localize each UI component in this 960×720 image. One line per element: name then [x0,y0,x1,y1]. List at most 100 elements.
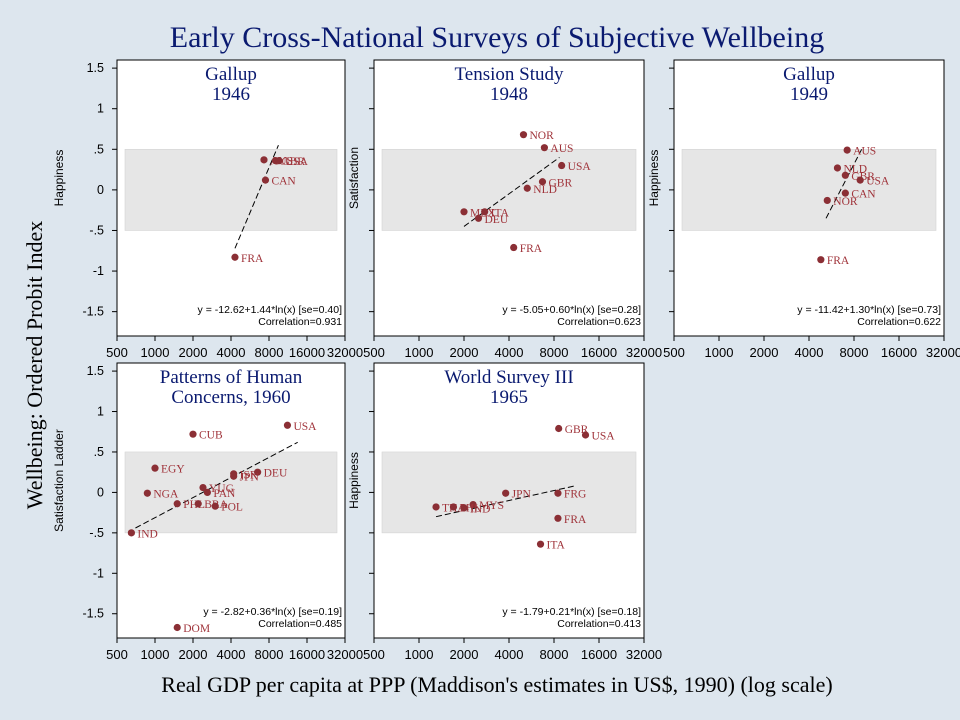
x-tick-label: 8000 [255,345,284,360]
data-point-jpn [502,489,510,497]
x-tick-label: 8000 [540,345,569,360]
x-tick-label: 1000 [705,345,734,360]
x-tick-label: 8000 [255,647,284,662]
regression-equation: y = -2.82+0.36*ln(x) [se=0.19] [203,606,342,618]
reference-band [381,148,637,231]
y-axis-title: Wellbeing: Ordered Probit Index [22,221,47,509]
reference-band [124,451,338,534]
point-label-fra: FRA [520,243,543,255]
data-point-nld [523,184,531,192]
x-tick-label: 32000 [327,345,363,360]
x-tick-label: 4000 [217,345,246,360]
point-label-deu: DEU [484,214,508,226]
fit-line [435,485,575,518]
data-point-mex [460,208,468,216]
point-label-deu: DEU [264,468,288,480]
panel-y-label: Satisfaction Ladder [52,429,66,532]
point-label-isr: ISR [240,469,258,481]
panel-subtitle: 1948 [490,84,528,105]
data-point-aus [260,156,268,164]
y-tick-label: 1.5 [87,364,104,378]
data-point-usa [856,176,864,184]
y-tick-label: -1.5 [82,305,104,319]
y-tick-label: 1.5 [87,61,104,75]
point-label-aus: AUS [853,146,876,158]
data-point-usa [275,157,283,165]
data-point-ind [460,504,468,512]
point-label-usa: USA [592,430,616,442]
point-label-nor: NOR [529,130,554,142]
data-point-nld [833,164,842,172]
x-tick-label: 32000 [327,647,363,662]
x-tick-label: 4000 [795,345,824,360]
point-label-mys: MYS [479,500,504,512]
point-label-aus: AUS [550,143,573,155]
data-point-ind [127,529,135,537]
x-axis-title: Real GDP per capita at PPP (Maddison's e… [161,672,832,697]
panel-y-label: Satisfaction [347,147,361,209]
panel-subtitle: 1965 [490,387,528,408]
regression-equation: y = -12.62+1.44*ln(x) [se=0.40] [198,304,343,316]
point-label-dom: DOM [183,623,210,635]
point-label-cub: CUB [199,430,223,442]
panel-subtitle: Concerns, 1960 [171,387,290,408]
data-point-yug [199,483,207,492]
data-point-mys [469,500,477,509]
data-point-can [261,176,270,184]
x-tick-label: 16000 [581,345,617,360]
y-tick-label: .5 [94,445,104,459]
x-tick-label: 2000 [450,647,479,662]
panel-title: World Survey III [444,367,573,388]
data-point-gbr [555,424,563,433]
data-point-fra [231,253,239,261]
point-label-fra: FRA [564,514,587,526]
data-point-aus [843,146,851,154]
x-tick-label: 16000 [581,647,617,662]
correlation-label: Correlation=0.413 [557,618,641,630]
x-tick-label: 2000 [750,345,779,360]
fit-line [463,157,560,227]
point-label-ind: IND [470,503,490,515]
point-label-egy: EGY [161,464,185,476]
data-point-nor [519,131,528,139]
x-tick-label: 1000 [405,647,434,662]
data-point-deu [474,214,483,222]
data-point-fra [510,243,518,252]
data-point-bra [194,500,202,508]
x-tick-label: 16000 [289,647,325,662]
y-tick-label: 0 [97,183,104,197]
y-tick-label: .5 [94,142,104,156]
y-tick-label: -1 [93,264,104,278]
data-point-usa [558,161,566,170]
y-tick-label: 0 [97,485,104,499]
reference-band [124,148,338,231]
x-tick-label: 8000 [840,345,869,360]
x-tick-label: 32000 [626,345,662,360]
x-tick-label: 1000 [405,345,434,360]
point-label-jpn: JPN [240,472,260,484]
data-point-nga [143,489,151,497]
fit-line [825,149,863,219]
point-label-ita: ITA [547,540,566,552]
data-point-deu [254,468,262,476]
point-label-can: CAN [851,189,876,201]
point-label-frg: FRG [564,489,586,501]
x-tick-label: 2000 [179,345,208,360]
x-tick-label: 16000 [289,345,325,360]
x-tick-label: 4000 [495,647,524,662]
panel-title: Tension Study [455,64,564,85]
x-tick-label: 4000 [217,647,246,662]
data-point-pol [211,502,219,510]
x-tick-label: 1000 [141,345,170,360]
x-tick-label: 500 [663,345,685,360]
data-point-frg [554,489,562,497]
y-tick-label: -.5 [89,526,104,540]
x-tick-label: 32000 [926,345,960,360]
point-label-nld: NLD [533,184,557,196]
point-label-fra: FRA [241,253,264,265]
